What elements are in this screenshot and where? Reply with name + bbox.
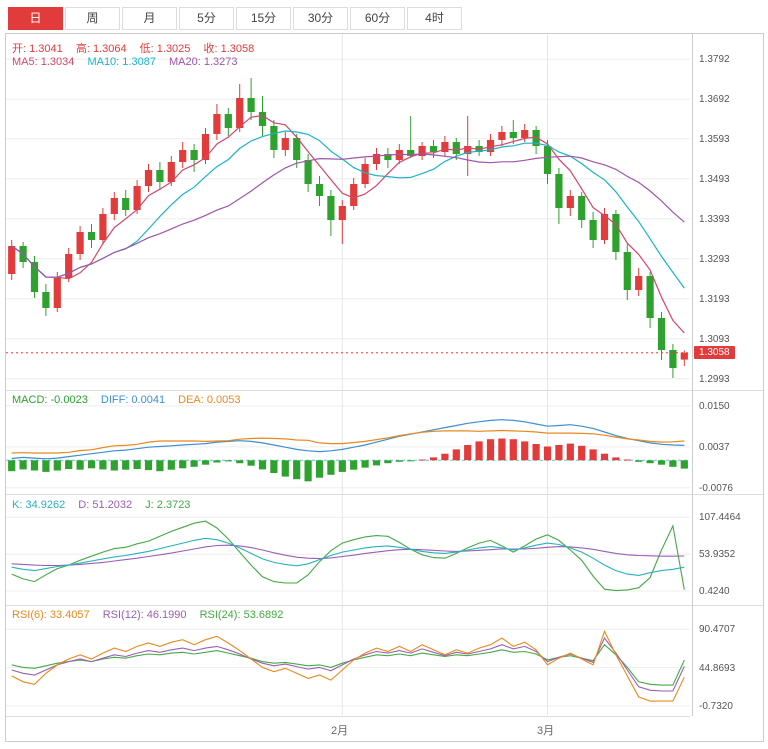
d-line bbox=[11, 544, 685, 567]
k-line bbox=[11, 537, 685, 576]
y-axis-label: -0.7320 bbox=[699, 700, 733, 712]
period-tab-3[interactable]: 5分 bbox=[179, 7, 234, 30]
period-tab-0[interactable]: 日 bbox=[8, 7, 63, 30]
period-tab-4[interactable]: 15分 bbox=[236, 7, 291, 30]
period-toolbar: 日周月 5分 15分 30分 60分 4时 bbox=[8, 7, 462, 30]
rsi12-value: RSI(12): 46.1990 bbox=[102, 609, 187, 621]
y-axis-label: 1.3593 bbox=[699, 133, 730, 145]
y-axis-label: 90.4707 bbox=[699, 624, 736, 636]
rsi-chart[interactable] bbox=[6, 606, 690, 715]
y-axis-label: 53.9352 bbox=[699, 549, 736, 561]
price-axis: 1.3792 1.3692 1.3593 1.3493 1.3393 1.3293 1.31… bbox=[692, 34, 763, 716]
period-tab-1[interactable]: 周 bbox=[65, 7, 120, 30]
open-value: 开: 1.3041 bbox=[12, 43, 63, 55]
kdj-panel bbox=[6, 495, 690, 605]
ma20-value: MA20: 1.3273 bbox=[169, 56, 238, 68]
y-axis-label: 0.4240 bbox=[699, 585, 730, 597]
ohlc-legend: 开: 1.3041 高: 1.3064 低: 1.3025 收: 1.3058 bbox=[12, 40, 264, 56]
y-axis-label: 1.3792 bbox=[699, 54, 730, 66]
candlestick-panel bbox=[6, 34, 690, 390]
panel-divider bbox=[6, 390, 763, 391]
gridlines bbox=[6, 34, 690, 390]
diff-value: DIFF: 0.0041 bbox=[100, 394, 166, 406]
j-value: J: 2.3723 bbox=[145, 499, 191, 511]
candlestick-chart[interactable] bbox=[6, 34, 690, 390]
y-axis-label: -0.0076 bbox=[699, 482, 733, 494]
rsi-panel bbox=[6, 606, 690, 715]
candles bbox=[8, 78, 688, 378]
period-tab-7[interactable]: 4时 bbox=[407, 7, 462, 30]
k-value: K: 34.9262 bbox=[12, 499, 66, 511]
chart-container: 开: 1.3041 高: 1.3064 低: 1.3025 收: 1.3058 … bbox=[5, 33, 764, 742]
diff-line bbox=[11, 419, 685, 460]
gridlines bbox=[6, 495, 690, 605]
y-axis-label: 1.3692 bbox=[699, 94, 730, 106]
macd-panel bbox=[6, 391, 690, 494]
macd-value: MACD: -0.0023 bbox=[12, 394, 88, 406]
gridlines bbox=[6, 606, 690, 715]
y-axis-label: 1.3193 bbox=[699, 293, 730, 305]
current-price-tag: 1.3058 bbox=[694, 346, 735, 359]
panel-divider bbox=[6, 605, 763, 606]
d-value: D: 51.2032 bbox=[78, 499, 133, 511]
y-axis-label: 44.8693 bbox=[699, 662, 736, 674]
period-tab-5[interactable]: 30分 bbox=[293, 7, 348, 30]
high-value: 高: 1.3064 bbox=[75, 43, 127, 55]
macd-chart[interactable] bbox=[6, 391, 690, 494]
macd-histogram bbox=[8, 438, 688, 482]
y-axis-label: 1.3393 bbox=[699, 213, 730, 225]
y-axis-label: 1.2993 bbox=[699, 373, 730, 385]
macd-legend: MACD: -0.0023 DIFF: 0.0041 DEA: 0.0053 bbox=[12, 394, 251, 406]
j-line bbox=[11, 520, 685, 592]
gridlines bbox=[6, 391, 690, 494]
ma5-line bbox=[11, 114, 685, 334]
y-axis-label: 0.0150 bbox=[699, 400, 730, 412]
ma-legend: MA5: 1.3034 MA10: 1.3087 MA20: 1.3273 bbox=[12, 56, 248, 68]
time-axis: 2月 3月 bbox=[6, 716, 690, 742]
kdj-legend: K: 34.9262 D: 51.2032 J: 2.3723 bbox=[12, 499, 200, 511]
y-axis-label: 107.4464 bbox=[699, 512, 741, 524]
ma20-line bbox=[11, 153, 685, 278]
rsi-legend: RSI(6): 33.4057 RSI(12): 46.1990 RSI(24)… bbox=[12, 609, 293, 621]
dea-line bbox=[11, 429, 685, 454]
y-axis-label: 1.3093 bbox=[699, 333, 730, 345]
dea-value: DEA: 0.0053 bbox=[178, 394, 241, 406]
period-tab-2[interactable]: 月 bbox=[122, 7, 177, 30]
x-axis-label: 2月 bbox=[331, 725, 349, 737]
x-axis-label: 3月 bbox=[537, 725, 555, 737]
low-value: 低: 1.3025 bbox=[139, 43, 191, 55]
period-tab-6[interactable]: 60分 bbox=[350, 7, 405, 30]
kdj-chart[interactable] bbox=[6, 495, 690, 605]
y-axis-label: 0.0037 bbox=[699, 441, 730, 453]
ma5-value: MA5: 1.3034 bbox=[12, 56, 75, 68]
ma10-value: MA10: 1.3087 bbox=[87, 56, 156, 68]
close-value: 收: 1.3058 bbox=[203, 43, 255, 55]
rsi24-value: RSI(24): 53.6892 bbox=[199, 609, 284, 621]
rsi6-line bbox=[11, 629, 685, 702]
y-axis-label: 1.3493 bbox=[699, 173, 730, 185]
panel-divider bbox=[6, 494, 763, 495]
y-axis-label: 1.3293 bbox=[699, 253, 730, 265]
rsi6-value: RSI(6): 33.4057 bbox=[12, 609, 90, 621]
